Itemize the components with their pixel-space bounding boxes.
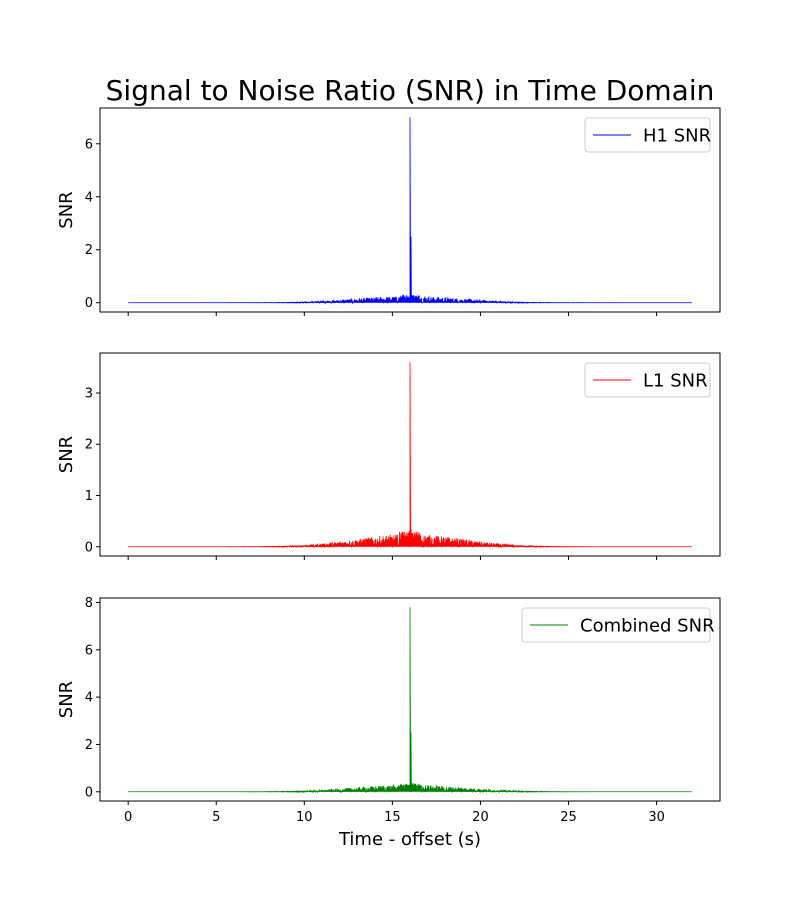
y-axis-label: SNR bbox=[56, 191, 77, 228]
subplot-3: 0 2 4 6 8 0 5 10 15 20 25 30 SNR Time - offset (s) Com… bbox=[56, 596, 721, 850]
series-line-l1-snr bbox=[128, 362, 692, 549]
y-tick-label: 4 bbox=[85, 190, 93, 205]
legend-box bbox=[521, 607, 711, 643]
y-axis-label: SNR bbox=[56, 436, 77, 473]
axes-frame bbox=[99, 597, 721, 802]
series-line-combined-snr bbox=[128, 607, 692, 794]
y-tick-label: 6 bbox=[85, 643, 93, 658]
axes-frame bbox=[99, 352, 721, 557]
figure-title: Signal to Noise Ratio (SNR) in Time Doma… bbox=[106, 74, 715, 107]
y-tick-label: 0 bbox=[85, 296, 93, 311]
y-tick-label: 3 bbox=[85, 386, 93, 401]
x-tick-label: 0 bbox=[124, 810, 132, 825]
y-tick-label: 2 bbox=[85, 438, 93, 453]
x-tick-label: 5 bbox=[212, 810, 220, 825]
legend-label: H1 SNR bbox=[643, 126, 711, 147]
legend-label: Combined SNR bbox=[580, 616, 715, 637]
subplot-2: 0 1 2 3 SNR L1 SNR bbox=[56, 352, 721, 560]
y-tick-label: 6 bbox=[85, 137, 93, 152]
legend-box bbox=[584, 362, 711, 398]
legend-box bbox=[584, 117, 711, 153]
axes-frame bbox=[99, 107, 721, 313]
x-tick-label: 15 bbox=[384, 810, 401, 825]
legend: Combined SNR bbox=[521, 607, 715, 643]
x-axis-label: Time - offset (s) bbox=[338, 829, 481, 850]
legend-label: L1 SNR bbox=[643, 371, 708, 392]
x-tick-label: 20 bbox=[472, 810, 489, 825]
y-tick-label: 0 bbox=[85, 785, 93, 800]
y-tick-label: 8 bbox=[85, 596, 93, 611]
x-tick-label: 25 bbox=[560, 810, 577, 825]
subplot-1: 0 2 4 6 SNR H1 SNR bbox=[56, 107, 721, 316]
series-line-h1-snr bbox=[128, 117, 692, 305]
y-tick-label: 2 bbox=[85, 738, 93, 753]
x-tick-label: 10 bbox=[296, 810, 313, 825]
legend: L1 SNR bbox=[584, 362, 711, 398]
y-tick-label: 2 bbox=[85, 243, 93, 258]
subplots: 0 2 4 6 SNR H1 SNR 0 1 2 3 SNR L1 SNR 0 2 4 6 8 0 5 10 15 20 2… bbox=[56, 107, 721, 850]
legend: H1 SNR bbox=[584, 117, 711, 153]
y-tick-label: 0 bbox=[85, 540, 93, 555]
x-tick-label: 30 bbox=[648, 810, 665, 825]
y-axis-label: SNR bbox=[56, 681, 77, 718]
y-tick-label: 1 bbox=[85, 489, 93, 504]
y-tick-label: 4 bbox=[85, 691, 93, 706]
